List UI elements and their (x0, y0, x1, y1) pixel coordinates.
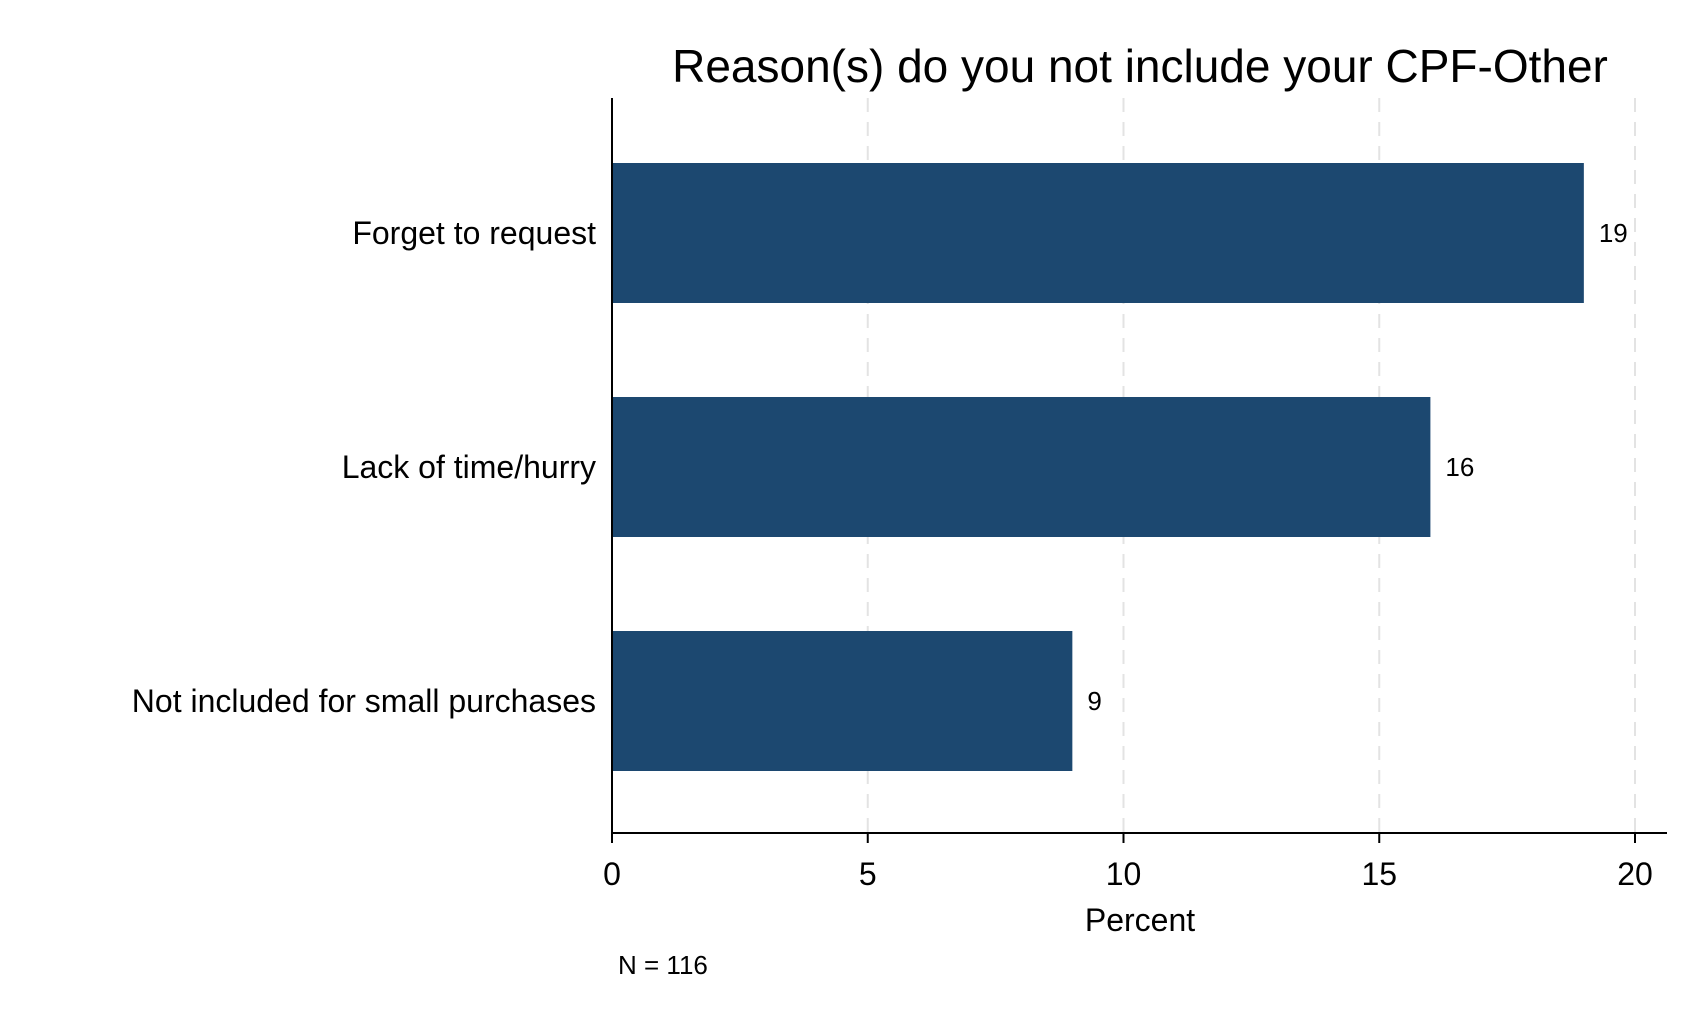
labels: 0 5 10 15 20 Forget to request Lack of time/hu… (132, 215, 1653, 892)
category-label: Forget to request (352, 215, 596, 251)
sample-size-note: N = 116 (618, 950, 708, 980)
x-tick-label: 5 (859, 856, 877, 892)
bars (612, 163, 1584, 771)
category-label: Not included for small purchases (132, 683, 596, 719)
bar-3 (612, 631, 1073, 771)
chart-title: Reason(s) do you not include your CPF-Ot… (672, 40, 1608, 92)
x-tick-label: 20 (1617, 856, 1653, 892)
bar-1 (612, 163, 1584, 303)
axes (611, 98, 1667, 843)
category-label: Lack of time/hurry (342, 449, 596, 485)
x-tick-label: 0 (603, 856, 621, 892)
x-tick-label: 10 (1106, 856, 1142, 892)
bar-value-label: 16 (1445, 452, 1474, 482)
x-tick-label: 15 (1361, 856, 1397, 892)
bar-value-label: 19 (1599, 218, 1628, 248)
bar-2 (612, 397, 1431, 537)
bar-value-label: 9 (1087, 686, 1101, 716)
x-axis-title: Percent (1085, 902, 1195, 938)
